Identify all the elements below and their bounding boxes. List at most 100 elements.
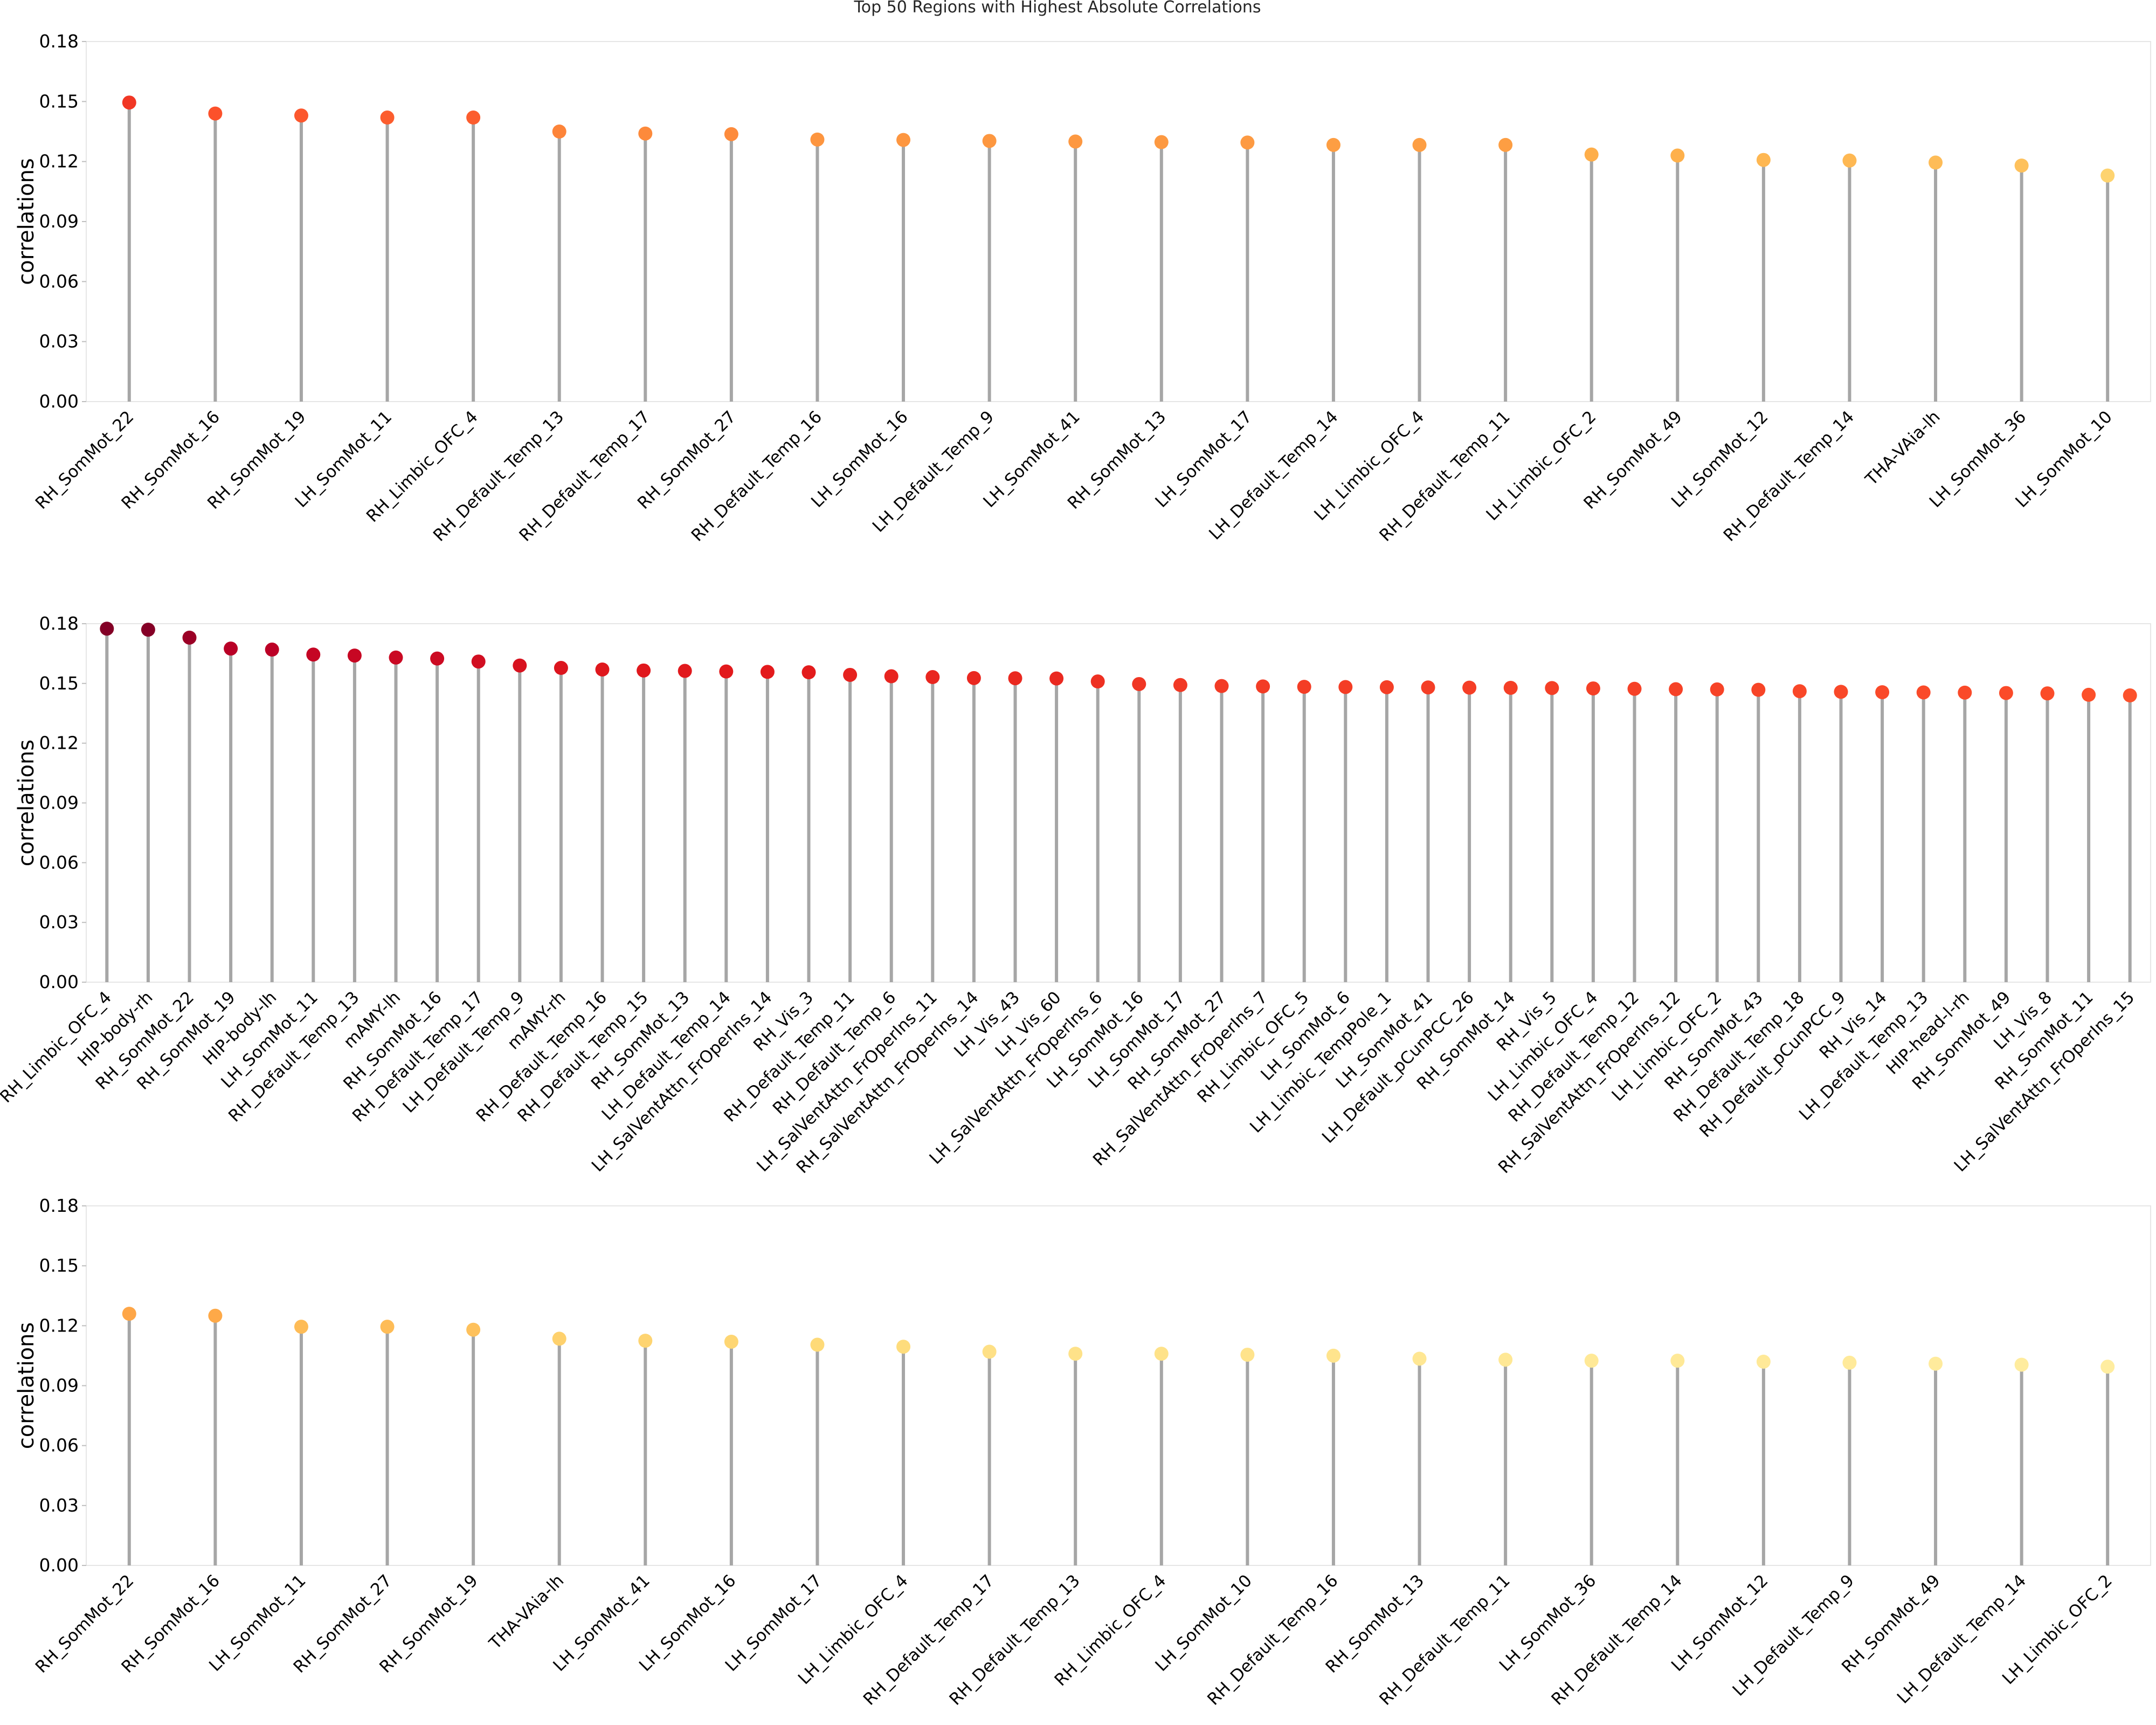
data-point	[1584, 1354, 1599, 1368]
data-point	[1049, 671, 1064, 686]
data-point	[595, 662, 610, 677]
data-point	[122, 95, 136, 110]
data-point	[100, 622, 114, 636]
y-tick-label: 0.06	[39, 271, 79, 292]
data-point	[2014, 158, 2029, 173]
data-point	[637, 663, 651, 678]
data-point	[1173, 678, 1187, 692]
data-point	[1132, 677, 1146, 691]
figure-title: Top 50 Regions with Highest Absolute Cor…	[854, 0, 1261, 17]
data-point	[1412, 137, 1427, 152]
y-tick-label: 0.15	[39, 91, 79, 112]
data-point	[265, 643, 279, 657]
y-tick-label: 0.09	[39, 211, 79, 232]
data-point	[1670, 148, 1685, 163]
data-point	[1256, 679, 1270, 694]
data-point	[1834, 685, 1848, 699]
data-point	[1545, 681, 1559, 695]
data-point	[638, 1334, 653, 1348]
y-tick-label: 0.00	[39, 391, 79, 412]
data-point	[208, 1308, 223, 1323]
data-point	[1875, 685, 1890, 700]
data-point	[1756, 153, 1771, 167]
data-point	[430, 651, 445, 666]
data-point	[552, 1331, 566, 1346]
data-point	[760, 665, 775, 679]
data-point	[1297, 680, 1311, 694]
data-point	[1421, 680, 1435, 695]
data-point	[554, 661, 568, 675]
panel-top: correlations 0.00 0.03 0.06 0.09 0.12 0.15 0.18…	[14, 31, 2151, 546]
data-point	[810, 132, 825, 147]
data-point	[208, 106, 223, 121]
data-point	[982, 1344, 997, 1359]
y-tick-label: 0.15	[39, 673, 79, 694]
data-point	[389, 650, 403, 665]
y-tick-label: 0.18	[39, 31, 79, 52]
data-point	[1090, 674, 1105, 689]
data-point	[122, 1307, 136, 1321]
data-point	[1498, 1353, 1513, 1367]
data-point	[678, 664, 692, 678]
data-point	[1503, 680, 1518, 695]
y-tick-label: 0.06	[39, 1435, 79, 1456]
y-tick-label: 0.12	[39, 151, 79, 172]
data-point	[1068, 134, 1083, 149]
data-point	[966, 671, 981, 685]
data-point	[182, 630, 197, 645]
data-point	[2082, 687, 2096, 702]
plot-area	[86, 41, 2151, 402]
data-point	[896, 133, 911, 147]
data-point	[2123, 688, 2137, 702]
data-point	[724, 127, 738, 141]
data-point	[1240, 135, 1255, 150]
data-point	[1756, 1355, 1771, 1369]
data-point	[294, 1320, 308, 1334]
data-point	[843, 667, 858, 682]
data-point	[1929, 155, 1943, 170]
data-point	[1154, 1347, 1169, 1361]
data-point	[1326, 1348, 1340, 1363]
y-tick-label: 0.00	[39, 971, 79, 992]
data-point	[347, 648, 362, 663]
y-tick-label: 0.18	[39, 1195, 79, 1216]
y-tick-label: 0.00	[39, 1555, 79, 1576]
data-point	[801, 665, 816, 680]
data-point	[1379, 680, 1394, 694]
data-point	[2040, 686, 2055, 701]
y-axis-label: correlations	[14, 1322, 39, 1449]
data-point	[982, 134, 997, 148]
data-point	[884, 669, 899, 684]
data-point	[224, 641, 238, 656]
data-point	[1669, 682, 1683, 696]
y-axis-label: correlations	[14, 158, 39, 285]
panel-middle: correlations 0.00 0.03 0.06 0.09 0.12 0.15 0.18…	[0, 613, 2151, 1177]
y-tick-label: 0.12	[39, 1315, 79, 1336]
data-point	[1916, 685, 1931, 700]
data-point	[1792, 684, 1807, 699]
data-point	[1498, 137, 1513, 152]
data-point	[1751, 682, 1766, 697]
data-point	[380, 1320, 395, 1334]
data-point	[1326, 137, 1340, 152]
data-point	[1842, 1355, 1857, 1370]
data-point	[925, 670, 940, 685]
data-point	[513, 658, 527, 673]
data-point	[810, 1337, 825, 1352]
y-tick-label: 0.12	[39, 733, 79, 754]
y-tick-label: 0.03	[39, 1495, 79, 1516]
data-point	[2100, 168, 2115, 183]
x-tick-label: THA-VAia-lh	[1862, 407, 1944, 489]
data-point	[1586, 681, 1600, 696]
data-point	[638, 126, 653, 141]
y-tick-label: 0.03	[39, 912, 79, 933]
y-tick-label: 0.03	[39, 331, 79, 352]
data-point	[719, 664, 734, 679]
x-tick-label: THA-VAia-lh	[485, 1571, 568, 1653]
data-point	[294, 108, 308, 123]
data-point	[380, 111, 395, 125]
data-point	[2014, 1357, 2029, 1372]
data-point	[466, 111, 481, 125]
data-point	[1929, 1356, 1943, 1371]
y-tick-label: 0.09	[39, 1375, 79, 1396]
